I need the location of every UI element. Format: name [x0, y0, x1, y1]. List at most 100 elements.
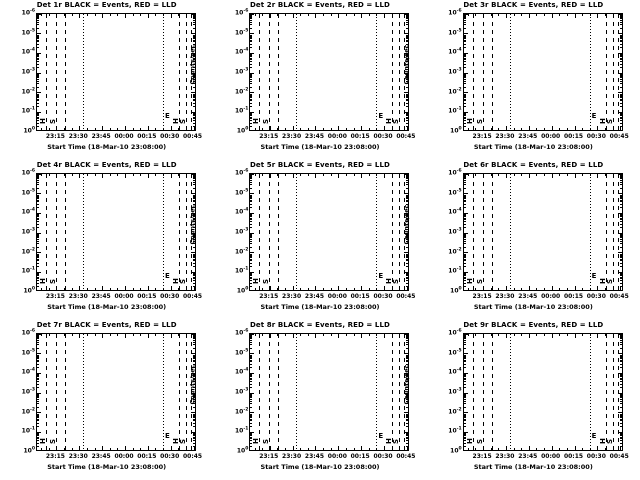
- y-minor-tick-mark: [37, 19, 39, 21]
- x-minor-tick-mark: [521, 334, 523, 336]
- x-tick-mark: [102, 334, 104, 338]
- x-minor-tick-mark: [155, 128, 157, 130]
- y-minor-tick-mark: [37, 396, 39, 398]
- x-minor-tick-mark: [536, 174, 538, 176]
- y-minor-tick-mark: [406, 38, 409, 40]
- y-minor-tick-mark: [37, 266, 39, 268]
- x-minor-tick-mark: [467, 448, 469, 450]
- event-marker-line: [179, 174, 180, 290]
- y-minor-tick-mark: [619, 194, 622, 196]
- y-minor-tick-mark: [406, 187, 409, 189]
- y-minor-tick-mark: [463, 97, 466, 99]
- y-minor-tick-mark: [463, 418, 466, 420]
- y-tick-mantissa: 10: [448, 169, 457, 177]
- event-marker-line: [617, 14, 619, 130]
- y-minor-tick-mark: [619, 203, 622, 205]
- x-minor-tick-mark: [582, 128, 584, 130]
- y-minor-tick-mark: [619, 199, 622, 201]
- y-minor-tick-mark: [250, 414, 253, 416]
- y-minor-tick-mark: [37, 417, 39, 419]
- y-minor-tick-mark: [250, 274, 253, 276]
- y-minor-tick-mark: [250, 361, 253, 363]
- y-minor-tick-mark: [250, 83, 253, 85]
- y-minor-tick-mark: [463, 334, 466, 336]
- y-tick-mark: [250, 14, 255, 15]
- x-tick-mark: [292, 14, 294, 18]
- y-tick-exponent: -3: [456, 67, 462, 73]
- y-minor-tick-mark: [406, 76, 409, 78]
- y-minor-tick-mark: [37, 97, 39, 99]
- y-minor-tick-mark: [37, 347, 39, 349]
- y-tick-label: 10-6: [235, 329, 248, 337]
- event-marker-line: [278, 174, 280, 290]
- y-minor-tick-mark: [250, 237, 253, 239]
- x-tick-mark: [79, 446, 81, 450]
- y-minor-tick-mark: [406, 98, 409, 100]
- event-marker-line: [163, 334, 164, 450]
- y-tick-exponent: -3: [243, 387, 249, 393]
- y-minor-tick-mark: [193, 56, 195, 58]
- y-minor-tick-mark: [619, 59, 622, 61]
- x-tick-label: 00:00: [114, 133, 134, 140]
- y-minor-tick-mark: [37, 215, 39, 217]
- y-tick-mark: [250, 174, 255, 175]
- y-minor-tick-mark: [250, 116, 253, 118]
- y-minor-tick-mark: [193, 215, 195, 217]
- y-tick-label: 10-5: [235, 188, 248, 196]
- y-minor-tick-mark: [193, 420, 195, 422]
- y-tick-mantissa: 10: [450, 127, 459, 135]
- y-minor-tick-mark: [37, 57, 39, 59]
- y-minor-tick-mark: [37, 94, 39, 96]
- x-tick-mark: [292, 334, 294, 338]
- y-minor-tick-mark: [37, 36, 39, 38]
- x-minor-tick-mark: [254, 448, 256, 450]
- x-tick-mark: [147, 14, 149, 18]
- x-minor-tick-mark: [109, 288, 111, 290]
- y-minor-tick-mark: [37, 237, 39, 239]
- y-minor-tick-mark: [619, 233, 622, 235]
- x-minor-tick-mark: [109, 448, 111, 450]
- y-minor-tick-mark: [37, 76, 39, 78]
- event-marker-line: [56, 334, 57, 450]
- y-minor-tick-mark: [619, 359, 622, 361]
- y-minor-tick-mark: [37, 83, 39, 85]
- y-minor-tick-mark: [250, 86, 253, 88]
- x-tick-mark: [505, 14, 507, 18]
- y-minor-tick-mark: [463, 215, 466, 217]
- y-minor-tick-mark: [250, 446, 253, 448]
- y-minor-tick-mark: [619, 115, 622, 117]
- y-tick-mark: [37, 252, 41, 254]
- x-minor-tick-mark: [521, 448, 523, 450]
- y-minor-tick-mark: [619, 440, 622, 442]
- y-minor-tick-mark: [37, 341, 39, 343]
- y-minor-tick-mark: [619, 280, 622, 282]
- y-minor-tick-mark: [619, 260, 622, 262]
- y-minor-tick-mark: [193, 374, 195, 376]
- x-minor-tick-mark: [300, 334, 302, 336]
- x-tick-mark: [170, 446, 172, 450]
- y-minor-tick-mark: [193, 262, 195, 264]
- x-tick-label: 23:15: [472, 453, 492, 460]
- y-minor-tick-mark: [37, 356, 39, 358]
- x-minor-tick-mark: [521, 288, 523, 290]
- y-minor-tick-mark: [193, 78, 195, 80]
- y-tick-mantissa: 10: [448, 68, 457, 76]
- y-minor-tick-mark: [193, 18, 195, 20]
- x-minor-tick-mark: [64, 128, 66, 130]
- y-minor-tick-mark: [37, 422, 39, 424]
- y-tick-label: 10-2: [448, 87, 461, 95]
- y-tick-label: 10-1: [448, 427, 461, 435]
- y-tick-mantissa: 10: [21, 29, 30, 37]
- marker-label-h: H: [465, 438, 474, 444]
- y-tick-label: 100: [237, 287, 249, 295]
- y-minor-tick-mark: [250, 77, 253, 79]
- y-tick-mark: [37, 334, 41, 335]
- y-tick-mark: [404, 174, 409, 175]
- y-minor-tick-mark: [193, 21, 195, 23]
- y-minor-tick-mark: [37, 393, 39, 395]
- y-minor-tick-mark: [406, 113, 409, 115]
- y-minor-tick-mark: [463, 175, 466, 177]
- y-minor-tick-mark: [37, 113, 39, 115]
- y-minor-tick-mark: [463, 57, 466, 59]
- y-minor-tick-mark: [37, 442, 39, 444]
